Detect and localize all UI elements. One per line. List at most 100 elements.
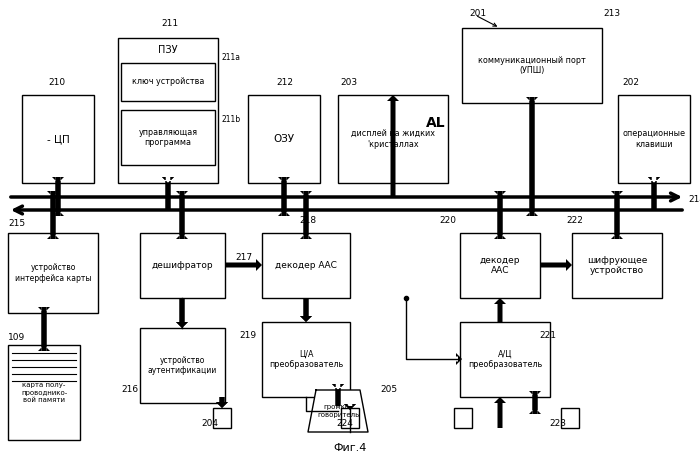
Polygon shape bbox=[47, 191, 59, 239]
Bar bbox=[561, 408, 579, 428]
Text: 220: 220 bbox=[439, 216, 456, 225]
Text: 222: 222 bbox=[566, 216, 583, 225]
Bar bbox=[618, 95, 690, 183]
Text: устройство
аутентификации: устройство аутентификации bbox=[148, 356, 217, 375]
Text: декодер ААС: декодер ААС bbox=[275, 261, 337, 270]
Polygon shape bbox=[38, 307, 50, 351]
Polygon shape bbox=[526, 97, 538, 216]
Text: 217: 217 bbox=[235, 253, 252, 263]
Bar bbox=[121, 63, 215, 101]
Polygon shape bbox=[225, 259, 262, 271]
Polygon shape bbox=[456, 353, 462, 365]
Text: декодер
ААС: декодер ААС bbox=[480, 256, 520, 275]
Bar bbox=[572, 233, 662, 298]
Polygon shape bbox=[648, 177, 660, 210]
Text: 213: 213 bbox=[603, 9, 620, 18]
Polygon shape bbox=[162, 177, 174, 210]
Polygon shape bbox=[38, 307, 50, 351]
Text: 221: 221 bbox=[539, 330, 556, 339]
Bar bbox=[454, 408, 472, 428]
Polygon shape bbox=[176, 298, 188, 328]
Text: 212: 212 bbox=[276, 78, 293, 87]
Polygon shape bbox=[176, 191, 188, 239]
Text: 219: 219 bbox=[239, 330, 256, 339]
Polygon shape bbox=[494, 298, 506, 322]
Text: громко-
говоритель: громко- говоритель bbox=[317, 404, 359, 418]
Bar bbox=[248, 95, 320, 183]
Text: 215: 215 bbox=[8, 219, 25, 228]
Text: ПЗУ: ПЗУ bbox=[158, 45, 178, 55]
Text: 203: 203 bbox=[340, 78, 357, 87]
Polygon shape bbox=[494, 191, 506, 239]
Bar bbox=[121, 110, 215, 165]
Text: 202: 202 bbox=[622, 78, 639, 87]
Text: 204: 204 bbox=[202, 419, 218, 428]
Polygon shape bbox=[308, 390, 368, 432]
Text: дисплей на жидких
'кристаллах: дисплей на жидких 'кристаллах bbox=[351, 129, 435, 149]
Text: 201: 201 bbox=[470, 9, 486, 18]
Text: А/Ц
преобразователь: А/Ц преобразователь bbox=[468, 350, 542, 369]
Polygon shape bbox=[300, 298, 312, 322]
Polygon shape bbox=[332, 384, 344, 406]
Polygon shape bbox=[494, 191, 506, 239]
Polygon shape bbox=[540, 259, 572, 271]
Text: 216: 216 bbox=[121, 385, 138, 394]
Bar bbox=[341, 408, 359, 428]
Polygon shape bbox=[52, 177, 64, 216]
Bar bbox=[140, 328, 225, 403]
Polygon shape bbox=[344, 404, 356, 410]
Text: - ЦП: - ЦП bbox=[47, 134, 69, 144]
Text: шифрующее
устройство: шифрующее устройство bbox=[587, 256, 648, 275]
Polygon shape bbox=[494, 397, 506, 428]
Polygon shape bbox=[47, 191, 59, 239]
Polygon shape bbox=[529, 391, 541, 414]
Bar bbox=[338, 95, 448, 183]
Bar bbox=[460, 233, 540, 298]
Polygon shape bbox=[648, 177, 660, 210]
Polygon shape bbox=[52, 177, 64, 216]
Text: 205: 205 bbox=[380, 385, 397, 394]
Text: Фиг.4: Фиг.4 bbox=[333, 443, 367, 453]
Text: Ц/А
преобразователь: Ц/А преобразователь bbox=[269, 350, 343, 369]
Polygon shape bbox=[611, 191, 623, 239]
Bar bbox=[8, 345, 80, 440]
Polygon shape bbox=[387, 95, 399, 197]
Polygon shape bbox=[332, 384, 344, 406]
Bar bbox=[118, 38, 218, 183]
Text: операционные
клавиши: операционные клавиши bbox=[622, 129, 685, 149]
Polygon shape bbox=[344, 404, 356, 410]
Text: 211b: 211b bbox=[222, 116, 241, 125]
Bar bbox=[213, 408, 231, 428]
Text: 211a: 211a bbox=[222, 54, 241, 62]
Polygon shape bbox=[216, 397, 228, 408]
Text: карта полу-
проводнико-
вой памяти: карта полу- проводнико- вой памяти bbox=[21, 383, 67, 403]
Polygon shape bbox=[529, 391, 541, 414]
Text: 210: 210 bbox=[48, 78, 66, 87]
Bar bbox=[140, 233, 225, 298]
Text: ключ устройства: ключ устройства bbox=[132, 77, 204, 86]
Text: управляющая
программа: управляющая программа bbox=[139, 128, 197, 147]
Polygon shape bbox=[216, 397, 228, 408]
Polygon shape bbox=[300, 191, 312, 239]
Polygon shape bbox=[278, 177, 290, 216]
Polygon shape bbox=[300, 298, 312, 322]
Bar bbox=[262, 322, 350, 397]
Text: 211: 211 bbox=[162, 19, 178, 28]
Polygon shape bbox=[526, 97, 538, 216]
Text: 214: 214 bbox=[688, 196, 700, 204]
Text: устройство
интерфейса карты: устройство интерфейса карты bbox=[15, 263, 91, 283]
Text: 223: 223 bbox=[550, 419, 566, 428]
Polygon shape bbox=[611, 191, 623, 239]
Polygon shape bbox=[300, 191, 312, 239]
Bar bbox=[460, 322, 550, 397]
Text: дешифратор: дешифратор bbox=[152, 261, 214, 270]
Polygon shape bbox=[176, 298, 188, 328]
Bar bbox=[22, 95, 94, 183]
Polygon shape bbox=[278, 177, 290, 216]
Bar bbox=[462, 28, 602, 103]
Text: 224: 224 bbox=[337, 419, 354, 428]
Polygon shape bbox=[176, 191, 188, 239]
Bar bbox=[262, 233, 350, 298]
Text: коммуникационный порт
(УПШ): коммуникационный порт (УПШ) bbox=[478, 56, 586, 75]
Text: AL: AL bbox=[426, 116, 446, 130]
